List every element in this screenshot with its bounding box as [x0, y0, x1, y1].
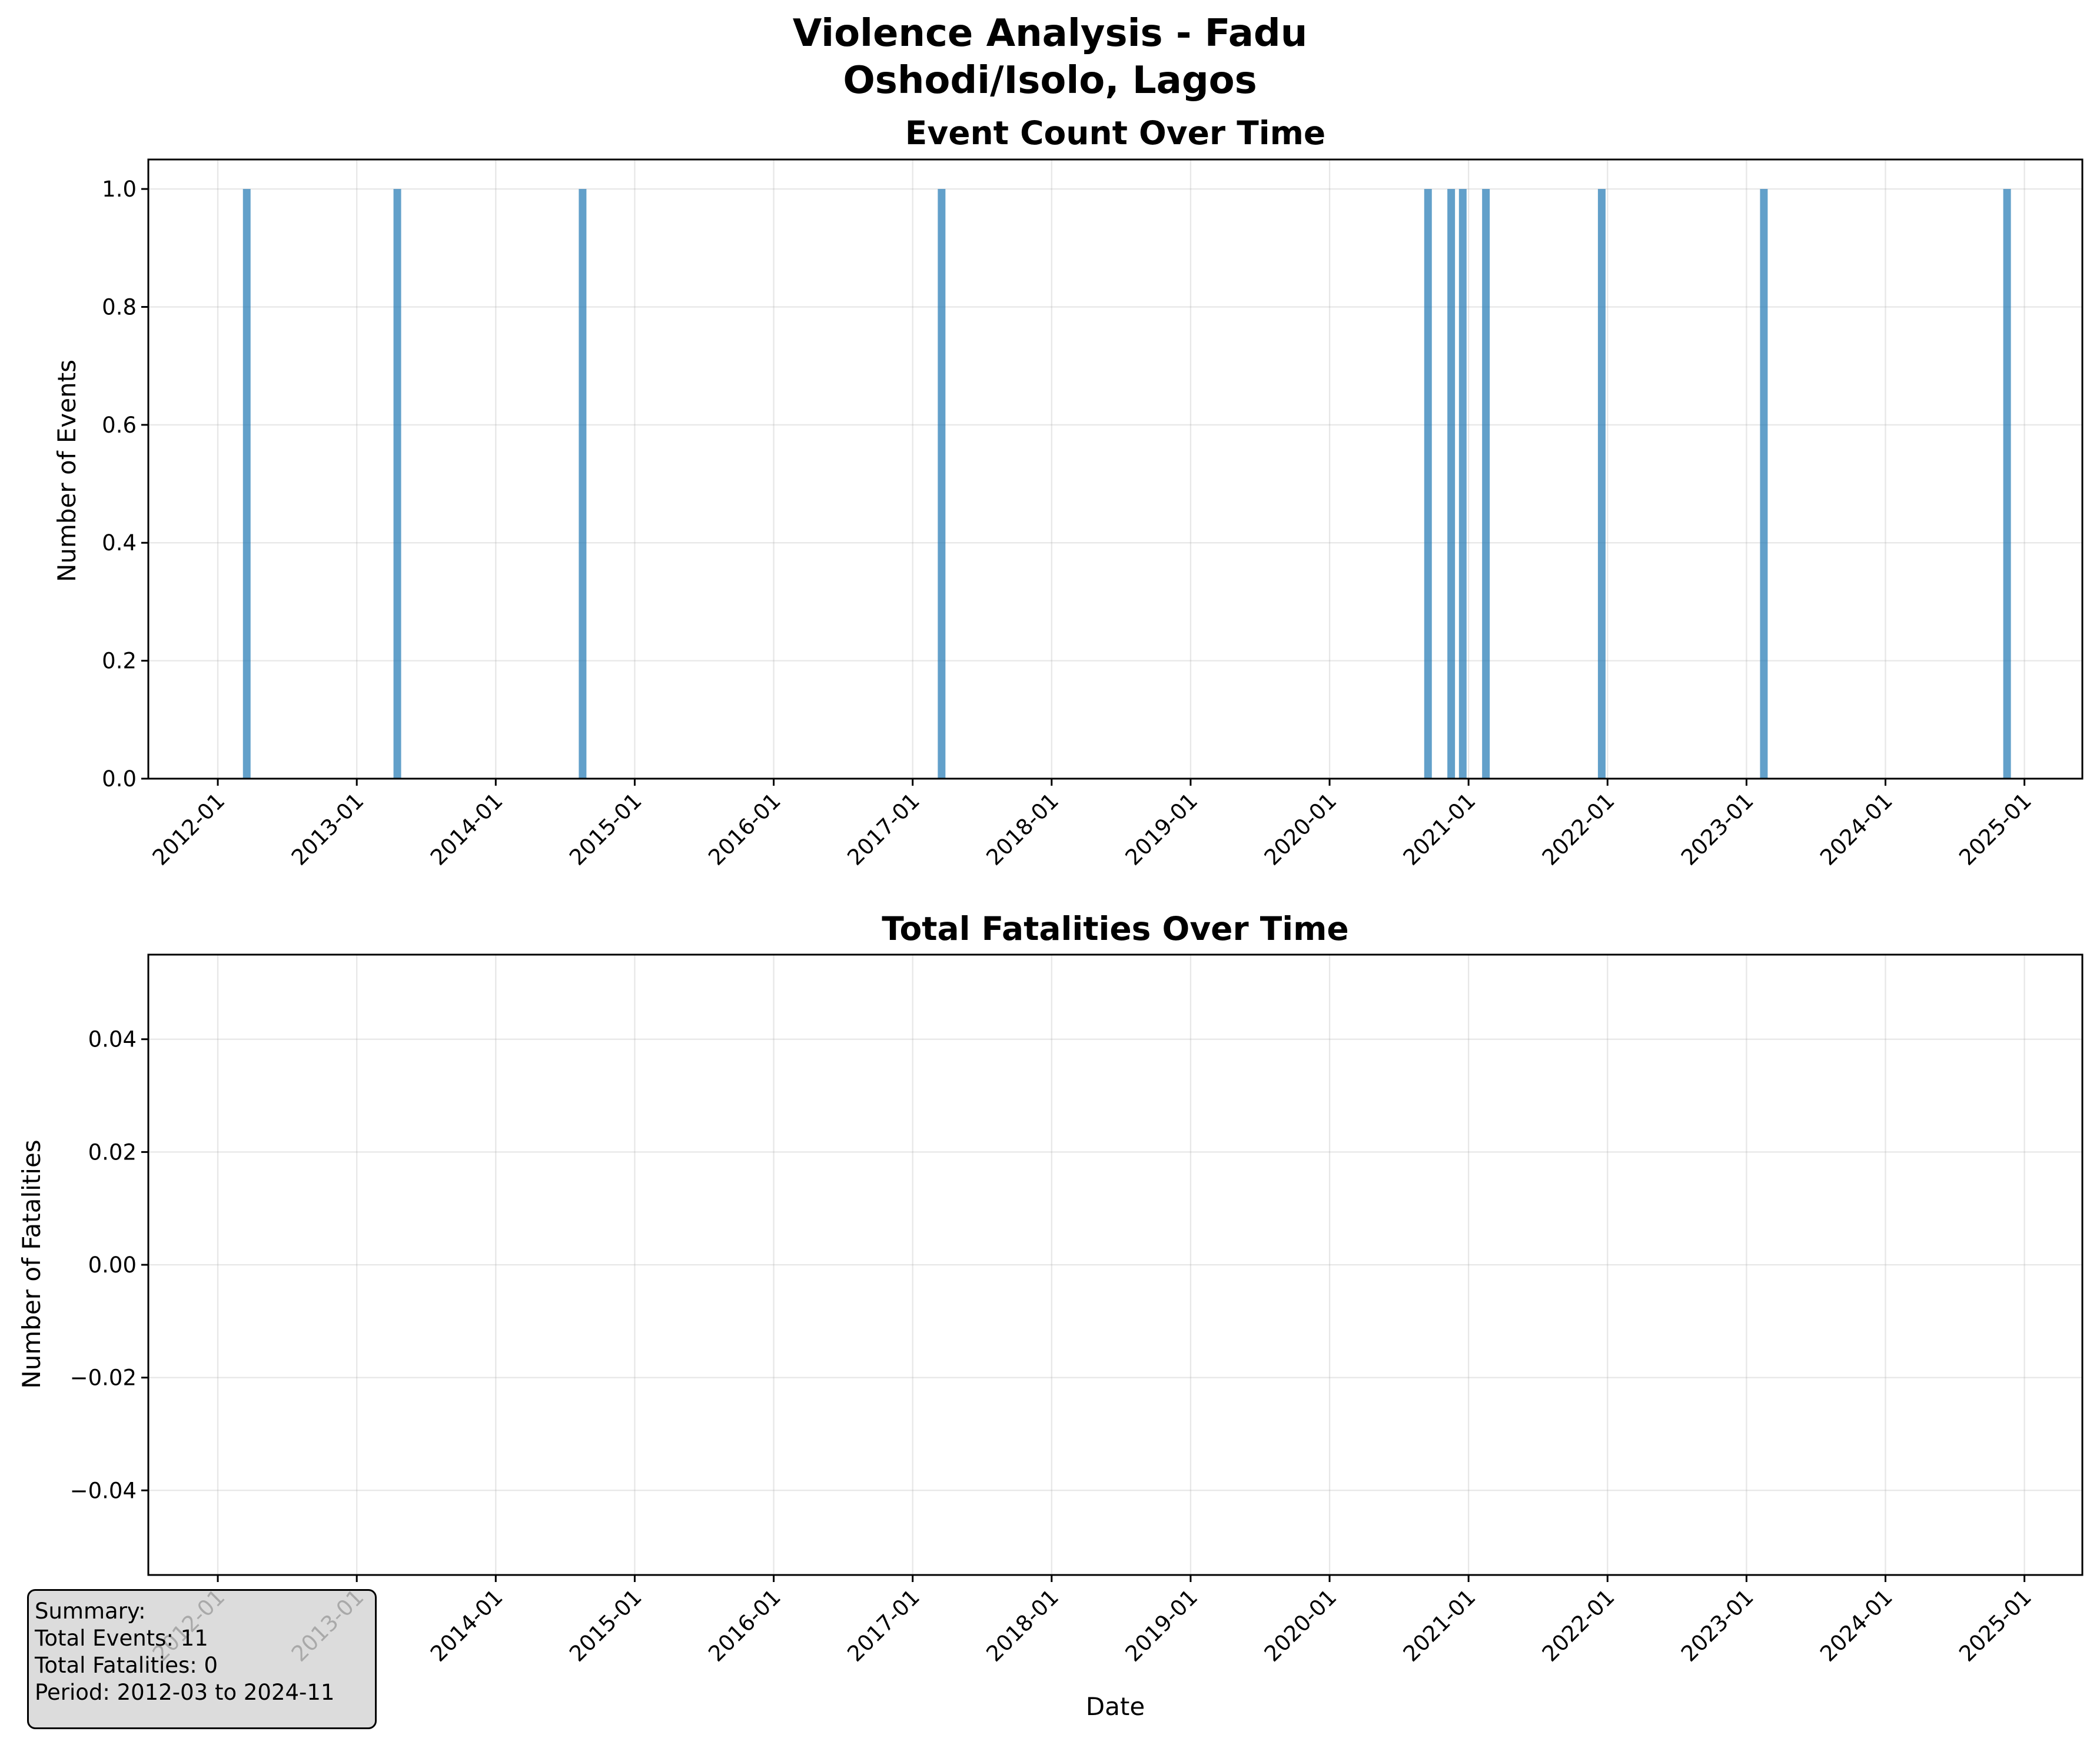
y-tick-label-0: −0.04 — [70, 1478, 137, 1503]
x-tick-label-10: 2022-01 — [1537, 1584, 1620, 1667]
x-tick-label-13: 2025-01 — [1954, 1584, 2036, 1667]
event-bar-2 — [579, 189, 587, 779]
y-tick-label-3: 0.6 — [102, 413, 137, 438]
event-bar-6 — [1458, 189, 1467, 779]
event-bar-8 — [1597, 189, 1606, 779]
y-tick-label-0: 0.0 — [102, 766, 137, 792]
event-bar-3 — [938, 189, 946, 779]
x-tick-label-1: 2013-01 — [287, 788, 369, 870]
event-bar-1 — [393, 189, 401, 779]
x-tick-label-5: 2017-01 — [842, 1584, 925, 1667]
event-bar-0 — [242, 189, 251, 779]
x-tick-label-11: 2023-01 — [1676, 788, 1759, 870]
x-tick-label-11: 2023-01 — [1676, 1584, 1759, 1667]
event-count-chart-title: Event Count Over Time — [905, 114, 1325, 152]
x-tick-label-4: 2016-01 — [703, 788, 786, 870]
fatalities-y-axis-label: Number of Fatalities — [17, 1139, 46, 1388]
x-tick-label-8: 2020-01 — [1260, 1584, 1342, 1667]
x-tick-label-4: 2016-01 — [703, 1584, 786, 1667]
y-tick-label-1: −0.02 — [70, 1365, 137, 1391]
x-tick-label-2: 2014-01 — [426, 788, 508, 870]
fatalities-chart-title: Total Fatalities Over Time — [882, 910, 1348, 948]
figure-title-line1: Violence Analysis - Fadu — [793, 12, 1308, 55]
y-tick-label-1: 0.2 — [102, 649, 137, 674]
x-tick-label-3: 2015-01 — [564, 1584, 647, 1667]
x-tick-label-13: 2025-01 — [1954, 788, 2036, 870]
y-tick-label-4: 0.04 — [88, 1027, 137, 1052]
event-bar-5 — [1447, 189, 1456, 779]
y-tick-label-4: 0.8 — [102, 294, 137, 320]
x-tick-label-9: 2021-01 — [1398, 1584, 1481, 1667]
y-tick-label-3: 0.02 — [88, 1139, 137, 1165]
fatalities-x-axis-label: Date — [1086, 1692, 1145, 1721]
event-count-y-axis-label: Number of Events — [52, 360, 81, 582]
x-tick-label-7: 2019-01 — [1121, 1584, 1203, 1667]
x-tick-label-12: 2024-01 — [1815, 788, 1898, 870]
summary-total-fatalities: Total Fatalities: 0 — [35, 1653, 218, 1678]
y-tick-label-2: 0.00 — [88, 1252, 137, 1278]
x-tick-label-8: 2020-01 — [1260, 788, 1342, 870]
x-tick-label-2: 2014-01 — [426, 1584, 508, 1667]
figure-title-line2: Oshodi/Isolo, Lagos — [843, 59, 1257, 102]
x-tick-label-9: 2021-01 — [1398, 788, 1481, 870]
x-tick-label-3: 2015-01 — [564, 788, 647, 870]
summary-box: Summary: Total Events: 11 Total Fataliti… — [27, 1589, 377, 1729]
x-tick-label-0: 2012-01 — [148, 788, 230, 870]
y-tick-label-2: 0.4 — [102, 530, 137, 556]
event-bar-9 — [1760, 189, 1768, 779]
x-tick-label-6: 2018-01 — [981, 788, 1064, 870]
x-tick-label-10: 2022-01 — [1537, 788, 1620, 870]
event-count-chart: Event Count Over Time Number of Events 0… — [52, 114, 2084, 870]
x-tick-label-6: 2018-01 — [981, 1584, 1064, 1667]
x-tick-label-5: 2017-01 — [842, 788, 925, 870]
summary-period: Period: 2012-03 to 2024-11 — [35, 1680, 335, 1705]
event-bar-4 — [1424, 189, 1432, 779]
summary-heading: Summary: — [35, 1599, 146, 1624]
event-bar-10 — [2003, 189, 2011, 779]
x-tick-label-12: 2024-01 — [1815, 1584, 1898, 1667]
summary-total-events: Total Events: 11 — [35, 1626, 208, 1651]
y-tick-label-5: 1.0 — [102, 177, 137, 202]
x-tick-label-7: 2019-01 — [1121, 788, 1203, 870]
event-bar-7 — [1482, 189, 1490, 779]
axes-frame — [147, 158, 2084, 780]
